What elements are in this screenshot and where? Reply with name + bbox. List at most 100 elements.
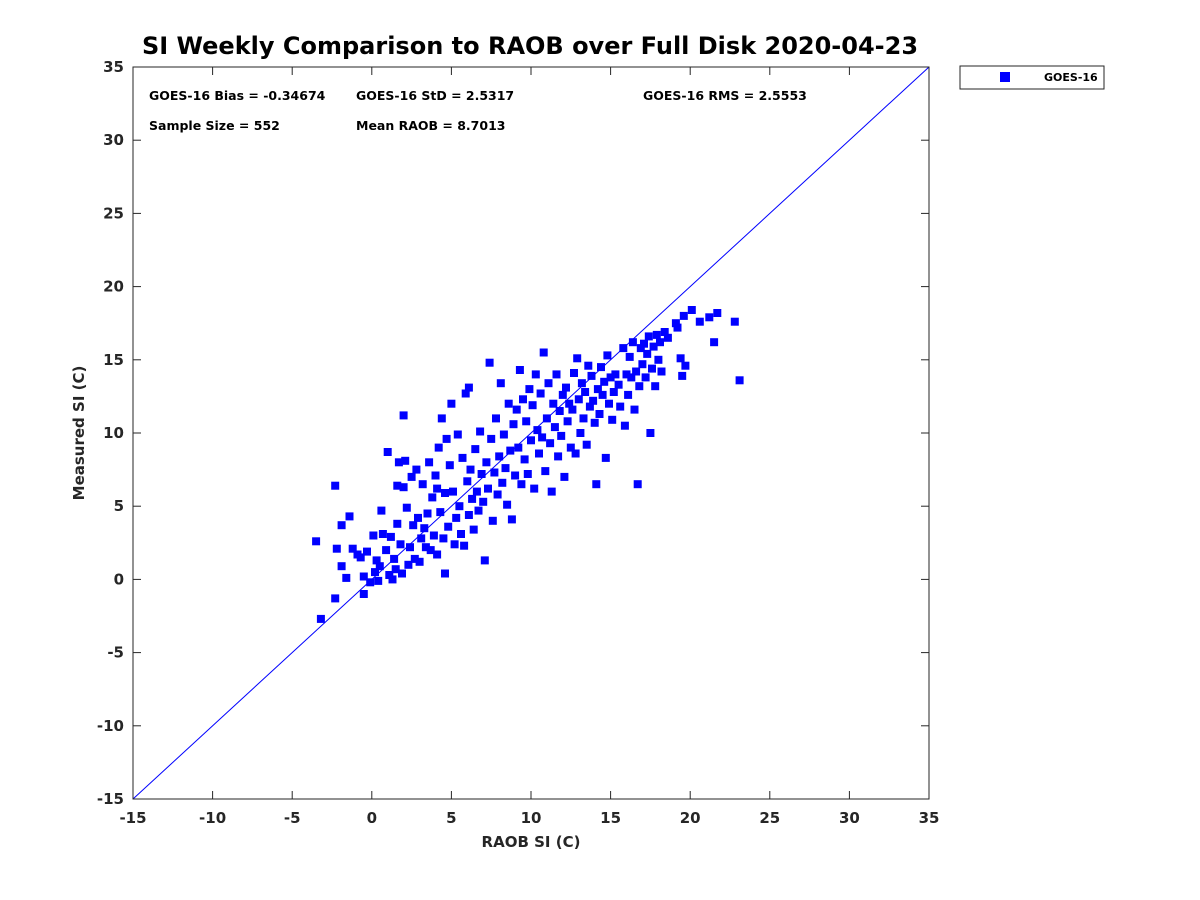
data-point: [710, 338, 719, 347]
data-point: [552, 370, 561, 379]
data-point: [409, 521, 418, 530]
legend-marker-square: [1000, 72, 1010, 82]
data-point: [528, 401, 537, 410]
data-point: [377, 506, 386, 515]
data-point: [624, 390, 633, 399]
data-point: [458, 453, 467, 462]
data-point: [643, 349, 652, 358]
data-point: [359, 572, 368, 581]
legend: GOES-16: [959, 65, 1105, 90]
data-point: [566, 443, 575, 452]
data-point: [359, 590, 368, 598]
y-tick-label: -10: [97, 717, 124, 735]
data-point: [660, 328, 669, 336]
y-tick-label: 20: [103, 278, 124, 296]
stat-std: GOES-16 StD = 2.5317: [356, 88, 514, 103]
data-point: [464, 383, 473, 392]
data-point: [439, 534, 448, 543]
data-point: [509, 420, 518, 429]
data-point: [713, 309, 722, 317]
data-point: [648, 364, 656, 373]
data-point: [636, 344, 645, 353]
data-point: [452, 513, 461, 522]
legend-label: GOES-16: [1044, 71, 1098, 84]
data-point: [563, 417, 572, 426]
data-points: [312, 306, 744, 623]
data-point: [490, 468, 499, 477]
data-point: [577, 379, 586, 388]
data-point: [366, 578, 375, 587]
data-point: [547, 487, 556, 496]
data-point: [546, 439, 555, 448]
data-point: [582, 440, 591, 449]
data-point: [608, 415, 617, 424]
data-point: [570, 369, 578, 377]
data-point: [337, 562, 346, 571]
data-point: [562, 383, 570, 392]
data-point: [487, 434, 496, 443]
data-point: [463, 477, 472, 486]
y-tick-label: -5: [107, 644, 124, 662]
data-point: [386, 532, 395, 541]
data-point: [433, 484, 442, 493]
data-point: [544, 379, 553, 388]
data-point: [421, 543, 430, 552]
stat-bias: GOES-16 Bias = -0.34674: [149, 88, 326, 103]
data-point: [657, 367, 666, 376]
data-point: [601, 453, 610, 462]
x-tick-label: 0: [367, 809, 377, 827]
stat-mean-raob: Mean RAOB = 8.7013: [356, 118, 505, 133]
data-point: [401, 456, 410, 465]
data-point: [450, 540, 459, 549]
data-point: [627, 373, 636, 382]
data-point: [573, 354, 582, 363]
plot-area: -15 -10 -5 0 5 10 15 20 25 30 35 -15 -10 -5 0 5 10 15 20 2…: [97, 58, 940, 827]
data-point: [474, 506, 483, 515]
data-point: [609, 388, 618, 396]
data-point: [536, 389, 545, 398]
data-point: [372, 556, 381, 565]
data-point: [332, 544, 341, 553]
data-point: [371, 568, 379, 577]
data-point: [678, 371, 687, 380]
data-point: [477, 470, 486, 478]
data-point: [592, 480, 601, 489]
data-point: [600, 377, 609, 386]
data-point: [316, 614, 325, 623]
data-point: [550, 423, 559, 432]
data-point: [406, 543, 414, 552]
data-point: [482, 458, 491, 467]
data-point: [587, 371, 596, 380]
data-point: [382, 546, 391, 555]
data-point: [522, 417, 531, 426]
data-point: [374, 576, 383, 585]
data-point: [504, 399, 513, 408]
data-point: [312, 537, 321, 546]
data-point: [436, 508, 445, 517]
data-point: [469, 525, 478, 534]
data-point: [369, 531, 378, 540]
data-point: [429, 531, 438, 540]
data-point: [663, 333, 672, 342]
data-point: [523, 470, 532, 478]
data-point: [597, 363, 605, 372]
data-point: [541, 467, 550, 476]
data-point: [399, 411, 408, 420]
data-point: [480, 556, 489, 565]
data-point: [542, 414, 551, 423]
data-point: [391, 565, 400, 574]
data-point: [589, 396, 598, 405]
data-point: [378, 530, 387, 538]
y-tick-label: 10: [103, 424, 124, 442]
x-tick-label: -5: [284, 809, 301, 827]
data-point: [434, 443, 443, 452]
data-point: [493, 490, 502, 499]
data-point: [687, 306, 696, 314]
data-point: [431, 471, 440, 480]
data-point: [396, 540, 405, 549]
data-point: [520, 455, 529, 464]
data-point: [644, 332, 653, 341]
y-tick-label: 35: [103, 58, 124, 76]
data-point: [437, 414, 446, 423]
